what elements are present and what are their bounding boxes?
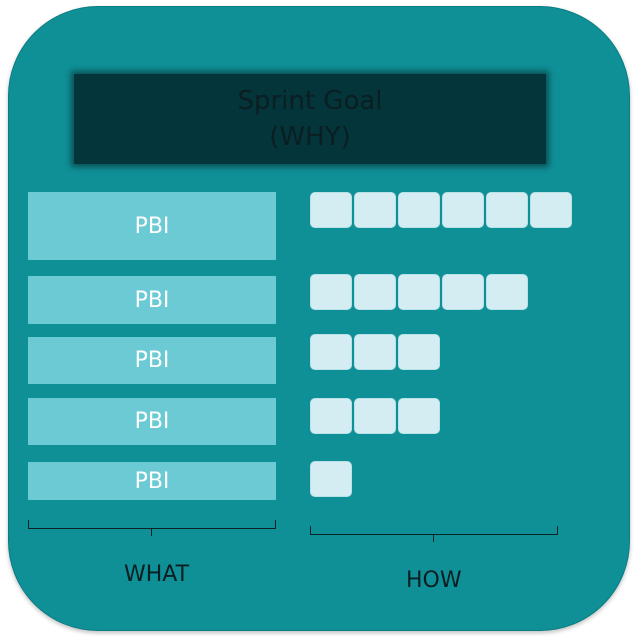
task-block <box>354 192 396 228</box>
task-block <box>310 398 352 434</box>
sprint-goal-title: Sprint Goal <box>237 86 383 116</box>
pbi-card-4: PBI <box>28 398 276 445</box>
how-bracket <box>310 526 558 535</box>
task-block <box>354 398 396 434</box>
task-block <box>310 334 352 370</box>
task-block <box>354 334 396 370</box>
pbi-label: PBI <box>134 468 170 494</box>
task-block <box>486 274 528 310</box>
what-bracket <box>28 520 276 529</box>
sprint-goal-subtitle: (WHY) <box>269 122 351 152</box>
pbi-card-1: PBI <box>28 192 276 260</box>
task-block <box>310 461 352 497</box>
pbi-card-3: PBI <box>28 337 276 384</box>
task-block <box>486 192 528 228</box>
pbi-card-2: PBI <box>28 276 276 324</box>
task-block <box>398 192 440 228</box>
pbi-label: PBI <box>134 409 170 434</box>
task-block <box>398 398 440 434</box>
task-block <box>530 192 572 228</box>
task-block <box>354 274 396 310</box>
task-block <box>398 274 440 310</box>
task-block <box>310 274 352 310</box>
pbi-label: PBI <box>134 348 170 373</box>
pbi-card-5: PBI <box>28 462 276 500</box>
pbi-label: PBI <box>134 287 170 313</box>
sprint-goal-box: Sprint Goal (WHY) <box>74 74 546 164</box>
task-block <box>442 192 484 228</box>
how-label: HOW <box>406 568 462 593</box>
what-label: WHAT <box>124 562 190 587</box>
task-block <box>442 274 484 310</box>
pbi-label: PBI <box>134 213 170 239</box>
how-bracket-tick <box>433 535 434 542</box>
what-bracket-tick <box>151 529 152 536</box>
task-block <box>398 334 440 370</box>
task-block <box>310 192 352 228</box>
